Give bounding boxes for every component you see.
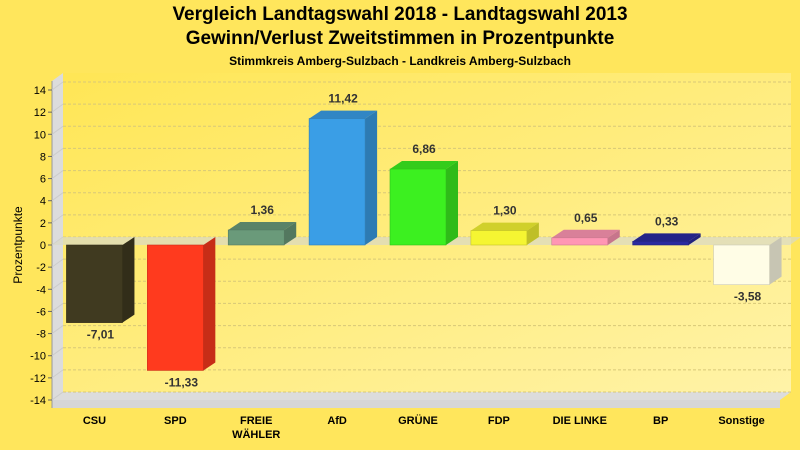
bar-side <box>203 237 216 371</box>
x-tick-label: Sonstige <box>718 415 764 427</box>
gridline-side <box>51 303 64 312</box>
x-tick-label: AfD <box>327 415 347 427</box>
data-label: -3,58 <box>734 290 762 304</box>
bar-spd <box>147 237 216 371</box>
y-tick-label: -10 <box>30 351 46 363</box>
gridline-side <box>51 258 64 268</box>
x-tick-label: CSU <box>83 415 106 427</box>
bar-front <box>389 168 447 246</box>
x-tick-label: DIE LINKE <box>553 415 607 427</box>
data-label: 6,86 <box>412 142 436 156</box>
gridline-side <box>51 103 64 113</box>
x-tick-label: SPD <box>164 415 187 427</box>
gridline-side <box>51 81 64 91</box>
gridline-side <box>51 280 64 290</box>
gridline-side <box>51 125 64 135</box>
chart-title: Vergleich Landtagswahl 2018 - Landtagswa… <box>172 4 628 25</box>
bar-front <box>713 244 770 285</box>
bar-top <box>632 233 701 242</box>
y-tick-label: -14 <box>30 395 46 407</box>
y-tick-label: 6 <box>40 174 46 186</box>
y-tick-label: 14 <box>34 85 46 97</box>
x-tick-label: GRÜNE <box>398 414 438 427</box>
bar-die-linke <box>551 229 620 246</box>
bar-side <box>607 229 620 245</box>
gridline-side <box>51 192 64 202</box>
bar-sonstige <box>713 237 782 285</box>
bar-fdp <box>470 222 539 246</box>
bar-front <box>632 241 689 246</box>
data-label: 1,30 <box>493 204 517 218</box>
gridline-side <box>51 347 64 357</box>
bar-side <box>526 222 539 245</box>
bar-top <box>470 222 539 231</box>
bar-side <box>769 237 782 285</box>
bar-side <box>365 110 378 245</box>
gridline-side <box>51 391 64 401</box>
gridline-side <box>51 369 64 379</box>
y-tick-label: -2 <box>36 262 46 274</box>
gridline-side <box>51 170 64 179</box>
chart-subtitle-line2: Gewinn/Verlust Zweitstimmen in Prozentpu… <box>185 28 615 49</box>
x-tick-label: FDP <box>488 415 510 427</box>
chart-subtitle: Stimmkreis Amberg-Sulzbach - Landkreis A… <box>229 54 571 68</box>
y-tick-label: 12 <box>34 107 46 119</box>
bar-side <box>688 233 701 245</box>
bar-bp <box>632 233 701 246</box>
bar-front <box>470 230 528 246</box>
x-tick-label: BP <box>653 415 668 427</box>
floor <box>52 392 791 400</box>
bar-side <box>122 237 135 323</box>
data-label: 0,65 <box>574 211 598 225</box>
bar-front <box>66 244 123 323</box>
y-tick-label: -6 <box>36 306 46 318</box>
y-tick-label: 10 <box>34 129 46 141</box>
data-label: -11,33 <box>165 375 199 389</box>
bar-top <box>228 221 297 230</box>
bar-front <box>227 229 285 246</box>
y-tick-label: 2 <box>40 218 46 230</box>
bar-front <box>551 237 609 246</box>
y-tick-label: 0 <box>40 240 46 252</box>
y-tick-label: -4 <box>36 284 46 296</box>
gridline-side <box>51 148 64 157</box>
data-label: -7,01 <box>87 328 115 342</box>
data-label: 11,42 <box>328 92 358 106</box>
bar-front <box>308 118 366 246</box>
y-tick-label: 4 <box>40 196 46 208</box>
data-label: 0,33 <box>655 214 679 228</box>
x-tick-label: FREIE <box>240 415 272 427</box>
bar-csu <box>66 237 135 323</box>
bar-top <box>390 161 458 170</box>
x-tick-label: WÄHLER <box>232 428 280 441</box>
bar-freie-w-hler <box>227 221 297 246</box>
y-tick-label: 8 <box>40 151 46 163</box>
bar-afd <box>308 110 378 246</box>
left-wall <box>52 73 63 400</box>
data-label: 1,36 <box>251 203 275 217</box>
bar-front <box>147 244 204 371</box>
y-tick-label: -12 <box>30 373 46 385</box>
floor-edge <box>52 400 780 408</box>
bar-side <box>284 221 297 245</box>
gridline-side <box>51 325 64 334</box>
bar-top <box>551 229 620 238</box>
y-tick-label: -8 <box>36 329 46 341</box>
bar-top <box>309 110 378 119</box>
bar-side <box>446 161 458 245</box>
bar-gr-ne <box>389 161 458 246</box>
gridline-side <box>51 214 64 224</box>
y-axis-label: Prozentpunkte <box>11 206 25 284</box>
